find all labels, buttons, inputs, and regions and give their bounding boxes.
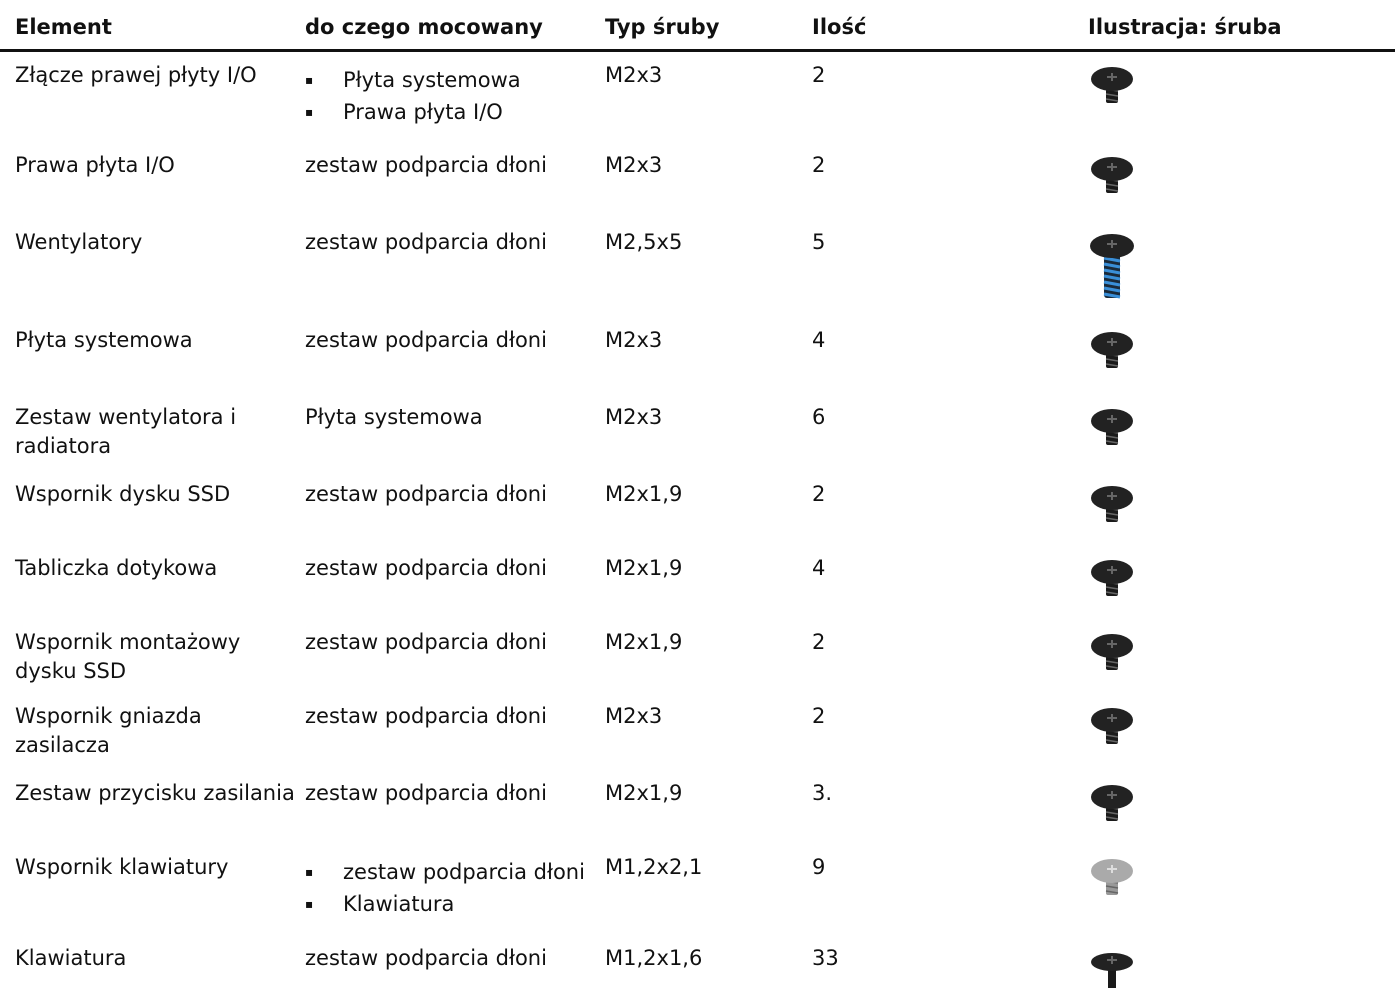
header-cell: Typ śruby bbox=[605, 15, 720, 39]
table-cell: 4 bbox=[812, 556, 826, 580]
table-cell: M2x1,9 bbox=[605, 630, 683, 654]
table-cell: 2 bbox=[812, 704, 826, 728]
header-cell: Ilustracja: śruba bbox=[1088, 15, 1282, 39]
table-cell: 2 bbox=[812, 482, 826, 506]
table-cell: 5 bbox=[812, 230, 826, 254]
screw-icon bbox=[1091, 486, 1133, 522]
table-cell: Wspornik klawiatury bbox=[15, 855, 229, 879]
table-cell: zestaw podparcia dłoni bbox=[305, 482, 547, 506]
table-cell: M2x1,9 bbox=[605, 482, 683, 506]
table-cell: zestaw podparcia dłoni bbox=[305, 781, 547, 805]
table-cell: Zestaw przycisku zasilania bbox=[15, 781, 295, 805]
header-cell: Ilość bbox=[812, 15, 867, 39]
table-cell: M2x1,9 bbox=[605, 781, 683, 805]
screw-icon bbox=[1091, 785, 1133, 821]
screw-icon bbox=[1091, 859, 1133, 895]
table-cell: M2x3 bbox=[605, 405, 663, 429]
table-cell: Płyta systemowa bbox=[305, 405, 483, 429]
screw-icon bbox=[1091, 708, 1133, 744]
screw-icon bbox=[1091, 634, 1133, 670]
table-cell: M2x3 bbox=[605, 63, 663, 87]
bullet-item: Prawa płyta I/O bbox=[305, 96, 503, 128]
table-cell: 4 bbox=[812, 328, 826, 352]
table-cell: 9 bbox=[812, 855, 826, 879]
screw-icon bbox=[1091, 953, 1133, 988]
table-cell: Złącze prawej płyty I/O bbox=[15, 63, 257, 87]
screw-icon bbox=[1091, 67, 1133, 103]
table-cell: Klawiatura bbox=[15, 946, 127, 970]
table-cell: zestaw podparcia dłoni bbox=[305, 946, 547, 970]
table-cell: Wspornik montażowy dysku SSD bbox=[15, 630, 241, 683]
screw-icon bbox=[1090, 234, 1134, 299]
bullet-item: Klawiatura bbox=[305, 888, 455, 920]
table-cell: 2 bbox=[812, 63, 826, 87]
table-cell: Tabliczka dotykowa bbox=[15, 556, 218, 580]
table-cell: zestaw podparcia dłoni bbox=[305, 630, 547, 654]
table-cell: 2 bbox=[812, 630, 826, 654]
table-cell: Prawa płyta I/O bbox=[15, 153, 175, 177]
table-cell: Płyta systemowa bbox=[15, 328, 193, 352]
table-cell: Zestaw wentylatora i radiatora bbox=[15, 405, 237, 458]
table-cell: Wspornik gniazda zasilacza bbox=[15, 704, 202, 757]
screw-icon bbox=[1091, 560, 1133, 596]
header-cell: Element bbox=[15, 15, 112, 39]
table-cell: zestaw podparcia dłoni bbox=[305, 153, 547, 177]
table-cell: zestaw podparcia dłoni bbox=[305, 556, 547, 580]
table-cell: Wentylatory bbox=[15, 230, 143, 254]
screw-icon bbox=[1091, 409, 1133, 445]
table-cell: zestaw podparcia dłoni bbox=[305, 328, 547, 352]
table-cell: M1,2x1,6 bbox=[605, 946, 703, 970]
table-cell: M1,2x2,1 bbox=[605, 855, 703, 879]
header-cell: do czego mocowany bbox=[305, 15, 543, 39]
table-cell: 6 bbox=[812, 405, 826, 429]
table-cell: zestaw podparcia dłoni bbox=[305, 704, 547, 728]
table-cell: zestaw podparcia dłoni bbox=[305, 230, 547, 254]
bullet-item: Płyta systemowa bbox=[305, 64, 521, 96]
table-cell: Wspornik dysku SSD bbox=[15, 482, 231, 506]
table-cell: M2x3 bbox=[605, 328, 663, 352]
table-cell: M2x1,9 bbox=[605, 556, 683, 580]
table-cell: 33 bbox=[812, 946, 839, 970]
table-cell: M2,5x5 bbox=[605, 230, 683, 254]
table-cell: 2 bbox=[812, 153, 826, 177]
screw-icon bbox=[1091, 157, 1133, 193]
table-cell: M2x3 bbox=[605, 704, 663, 728]
header-rule bbox=[0, 49, 1395, 52]
screw-icon bbox=[1091, 332, 1133, 368]
bullet-item: zestaw podparcia dłoni bbox=[305, 856, 585, 888]
table-cell: M2x3 bbox=[605, 153, 663, 177]
table-cell: 3. bbox=[812, 781, 833, 805]
